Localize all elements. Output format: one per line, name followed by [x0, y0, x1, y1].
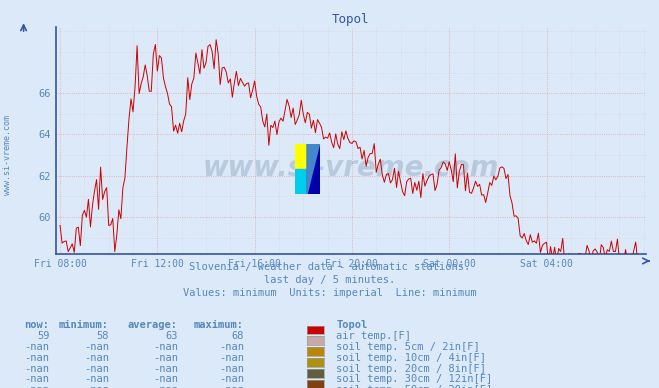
Text: -nan: -nan — [153, 342, 178, 352]
Text: 58: 58 — [96, 331, 109, 341]
Text: -nan: -nan — [24, 364, 49, 374]
Title: Topol: Topol — [332, 13, 370, 26]
Text: -nan: -nan — [24, 385, 49, 388]
Text: -nan: -nan — [24, 342, 49, 352]
Text: now:: now: — [24, 320, 49, 330]
Text: air temp.[F]: air temp.[F] — [336, 331, 411, 341]
Text: -nan: -nan — [84, 353, 109, 363]
Text: -nan: -nan — [219, 385, 244, 388]
Text: Topol: Topol — [336, 320, 367, 330]
Text: soil temp. 30cm / 12in[F]: soil temp. 30cm / 12in[F] — [336, 374, 492, 385]
Text: last day / 5 minutes.: last day / 5 minutes. — [264, 275, 395, 285]
Text: Slovenia / weather data - automatic stations.: Slovenia / weather data - automatic stat… — [189, 262, 470, 272]
Polygon shape — [307, 144, 320, 194]
Text: -nan: -nan — [219, 353, 244, 363]
Text: -nan: -nan — [153, 353, 178, 363]
Text: -nan: -nan — [84, 342, 109, 352]
Text: average:: average: — [128, 320, 178, 330]
Bar — [307, 144, 320, 194]
Text: 63: 63 — [165, 331, 178, 341]
Text: -nan: -nan — [84, 364, 109, 374]
Text: soil temp. 20cm / 8in[F]: soil temp. 20cm / 8in[F] — [336, 364, 486, 374]
Text: -nan: -nan — [24, 374, 49, 385]
Text: soil temp. 10cm / 4in[F]: soil temp. 10cm / 4in[F] — [336, 353, 486, 363]
Bar — [295, 144, 307, 169]
Text: -nan: -nan — [153, 364, 178, 374]
Text: -nan: -nan — [84, 385, 109, 388]
Text: 59: 59 — [37, 331, 49, 341]
Text: -nan: -nan — [219, 364, 244, 374]
Text: -nan: -nan — [153, 385, 178, 388]
Text: 68: 68 — [231, 331, 244, 341]
Text: Values: minimum  Units: imperial  Line: minimum: Values: minimum Units: imperial Line: mi… — [183, 288, 476, 298]
Text: www.si-vreme.com: www.si-vreme.com — [3, 115, 13, 195]
Text: maximum:: maximum: — [194, 320, 244, 330]
Text: soil temp. 5cm / 2in[F]: soil temp. 5cm / 2in[F] — [336, 342, 480, 352]
Text: -nan: -nan — [84, 374, 109, 385]
Bar — [295, 169, 307, 194]
Text: -nan: -nan — [24, 353, 49, 363]
Text: -nan: -nan — [219, 342, 244, 352]
Text: -nan: -nan — [153, 374, 178, 385]
Text: www.si-vreme.com: www.si-vreme.com — [203, 154, 499, 182]
Text: soil temp. 50cm / 20in[F]: soil temp. 50cm / 20in[F] — [336, 385, 492, 388]
Text: -nan: -nan — [219, 374, 244, 385]
Text: minimum:: minimum: — [59, 320, 109, 330]
